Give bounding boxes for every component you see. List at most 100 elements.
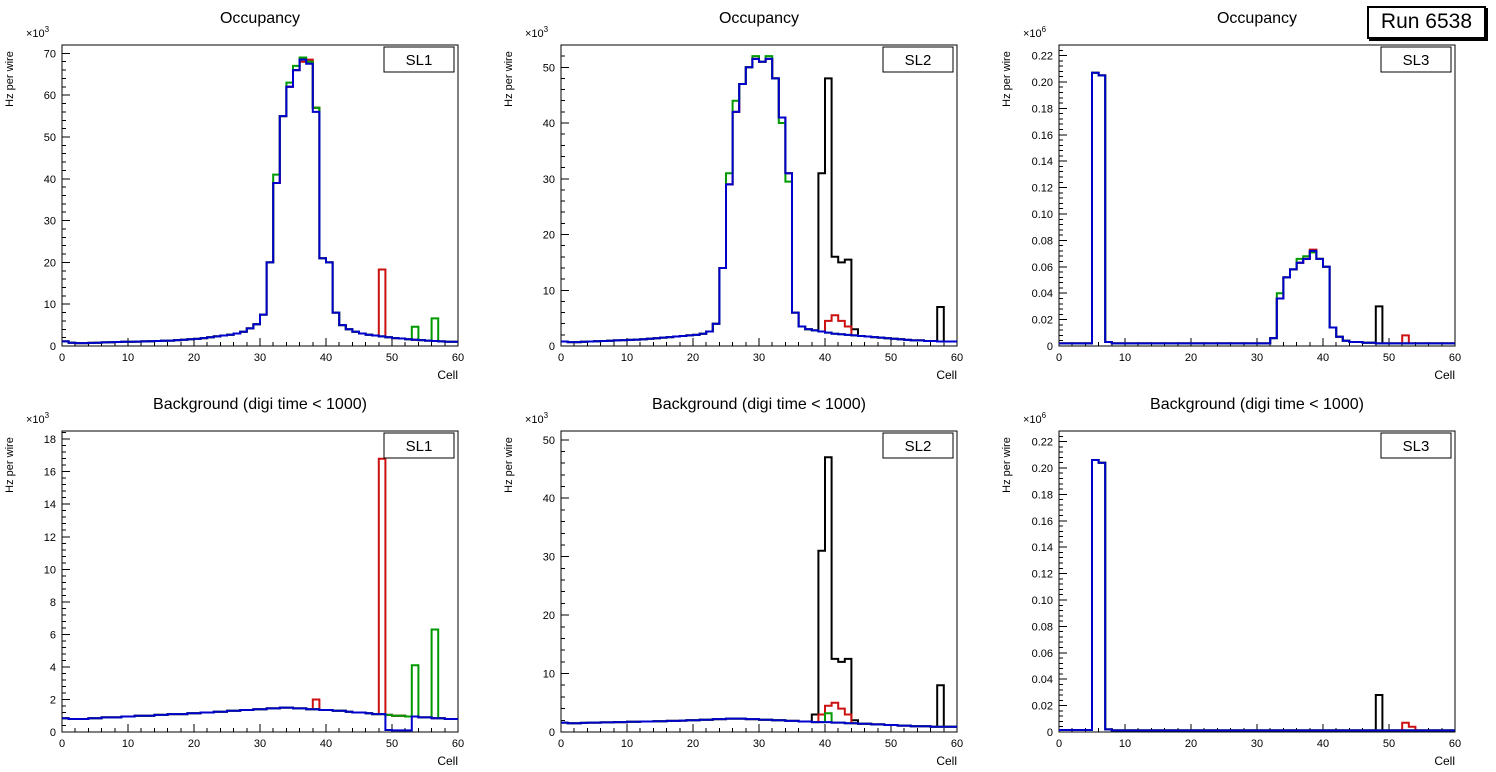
- x-axis: [560, 724, 958, 732]
- y-tick-label: 0: [50, 727, 56, 739]
- scale-exponent: ×106: [1023, 411, 1047, 426]
- y-axis-title: Hz per wire: [4, 437, 16, 493]
- y-tick-label: 0.20: [1032, 77, 1053, 89]
- corner-label: SL3: [1380, 46, 1452, 73]
- x-tick-label: 60: [951, 352, 963, 364]
- chart-title: Occupancy: [220, 10, 300, 27]
- x-tick-label: 0: [1056, 352, 1062, 364]
- x-tick-label: 20: [188, 738, 200, 750]
- x-tick-label: 10: [621, 352, 633, 364]
- x-tick-label: 50: [386, 352, 398, 364]
- series-blue: [560, 717, 957, 728]
- y-axis: [1059, 44, 1068, 347]
- x-tick-label: 60: [1449, 738, 1461, 750]
- y-tick-label: 0.10: [1032, 595, 1053, 607]
- y-axis: [560, 439, 569, 733]
- y-tick-label: 0.12: [1032, 183, 1053, 195]
- y-tick-label: 0: [549, 341, 555, 353]
- y-tick-label: 40: [542, 118, 554, 130]
- x-tick-label: 50: [885, 352, 897, 364]
- series-green: [1059, 459, 1456, 732]
- y-tick-label: 6: [50, 629, 56, 641]
- y-axis-title: Hz per wire: [1001, 51, 1013, 107]
- chart-sl3-occupancy: 0 10 20 30 40 50 60 0 0.02 0.04 0.06 0.08 0.10 0.12 0.…: [1001, 10, 1461, 382]
- x-axis-title: Cell: [936, 368, 957, 382]
- y-tick-label: 50: [542, 435, 554, 447]
- x-tick-label: 40: [819, 352, 831, 364]
- y-tick-label: 30: [44, 216, 56, 228]
- scale-exponent: ×103: [525, 411, 549, 426]
- pad-background-sl3: 0 10 20 30 40 50 60 0 0.02 0.04 0.06 0.08 0.10 0.12 0.…: [997, 386, 1496, 772]
- plot-frame: [1058, 44, 1456, 347]
- x-tick-label: 10: [122, 352, 134, 364]
- y-tick-label: 20: [542, 230, 554, 242]
- y-tick-label: 70: [44, 48, 56, 60]
- y-tick-label: 40: [44, 174, 56, 186]
- series-blue: [1059, 71, 1456, 345]
- y-tick-label: 30: [542, 552, 554, 564]
- x-tick-label: 30: [1251, 352, 1263, 364]
- x-tick-label: 0: [558, 352, 564, 364]
- x-tick-label: 0: [558, 738, 564, 750]
- y-tick-label: 0: [1047, 727, 1053, 739]
- x-tick-label: 30: [254, 738, 266, 750]
- x-tick-label: 10: [1119, 352, 1131, 364]
- x-tick-label: 20: [687, 352, 699, 364]
- chart-sl1-occupancy: 0 10 20 30 40 50 60 0 10 20 30 40 50 60 70 Occupancy SL1…: [4, 10, 464, 382]
- x-tick-label: 40: [819, 738, 831, 750]
- y-tick-label: 30: [542, 174, 554, 186]
- y-axis: [62, 44, 70, 347]
- x-tick-label: 60: [452, 352, 464, 364]
- x-tick-label: 50: [1383, 352, 1395, 364]
- series-blue: [1059, 459, 1456, 732]
- y-tick-label: 0.16: [1032, 130, 1053, 142]
- y-tick-label: 0.14: [1032, 156, 1053, 168]
- y-tick-label: 0.04: [1032, 674, 1053, 686]
- y-tick-label: 50: [44, 132, 56, 144]
- y-tick-label: 0.22: [1032, 51, 1053, 63]
- x-tick-label: 10: [122, 738, 134, 750]
- y-tick-label: 12: [44, 532, 56, 544]
- series-blue: [62, 706, 458, 732]
- y-tick-label: 0.06: [1032, 648, 1053, 660]
- y-tick-label: 0.08: [1032, 621, 1053, 633]
- corner-label: SL2: [882, 432, 954, 459]
- y-tick-label: 14: [44, 499, 56, 511]
- chart-title: Background (digi time < 1000): [1150, 396, 1364, 413]
- y-tick-label: 0.18: [1032, 103, 1053, 115]
- scale-exponent: ×103: [26, 25, 50, 40]
- x-axis: [61, 724, 459, 732]
- y-tick-label: 0.20: [1032, 463, 1053, 475]
- x-tick-label: 10: [621, 738, 633, 750]
- x-axis-title: Cell: [437, 754, 458, 768]
- x-tick-label: 0: [59, 738, 65, 750]
- y-tick-label: 0.08: [1032, 235, 1053, 247]
- plot-frame: [560, 44, 958, 347]
- corner-label: SL2: [882, 46, 954, 73]
- plot-frame: [560, 430, 958, 733]
- series-red: [62, 457, 458, 720]
- y-tick-label: 40: [542, 493, 554, 505]
- x-tick-label: 0: [59, 352, 65, 364]
- y-tick-label: 0.02: [1032, 701, 1053, 713]
- x-tick-label: 20: [687, 738, 699, 750]
- series-green: [62, 628, 458, 720]
- series-black: [62, 58, 458, 345]
- run-label: Run 6538: [1366, 6, 1486, 40]
- chart-title: Occupancy: [719, 10, 799, 27]
- x-tick-label: 60: [452, 738, 464, 750]
- x-axis-title: Cell: [936, 754, 957, 768]
- series-blue: [62, 58, 458, 345]
- chart-sl3-background: 0 10 20 30 40 50 60 0 0.02 0.04 0.06 0.08 0.10 0.12 0.…: [1001, 396, 1461, 768]
- series-green: [1059, 71, 1456, 345]
- pad-background-sl2: 0 10 20 30 40 50 60 0 10 20 30 40 50 Background (digi…: [498, 386, 997, 772]
- y-tick-label: 0.18: [1032, 489, 1053, 501]
- x-tick-label: 20: [1185, 352, 1197, 364]
- y-tick-label: 10: [542, 669, 554, 681]
- y-tick-label: 0.14: [1032, 542, 1053, 554]
- y-tick-label: 0.12: [1032, 569, 1053, 581]
- chart-sl1-background: 0 10 20 30 40 50 60 0 2 4 6 8 10 12 14 16 18 Background (…: [4, 396, 464, 768]
- y-tick-label: 0.16: [1032, 516, 1053, 528]
